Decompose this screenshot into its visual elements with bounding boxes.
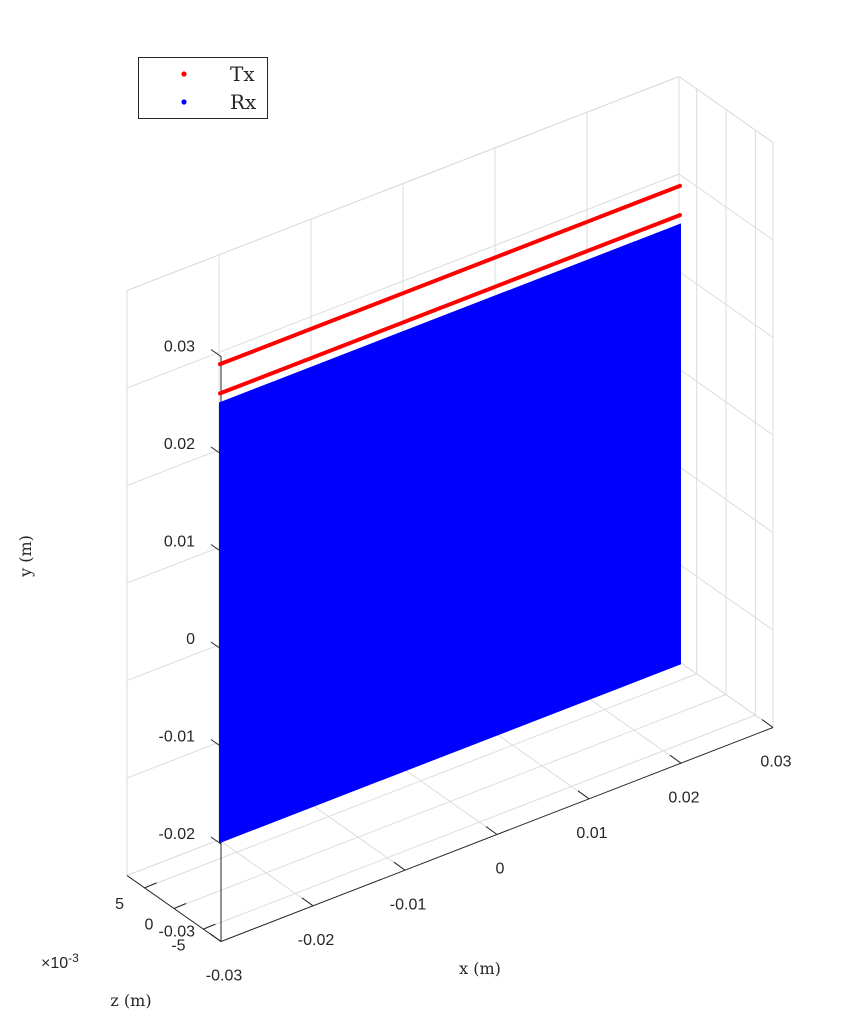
box-edge-back-top xyxy=(126,76,680,291)
x-tick-5 xyxy=(669,754,682,764)
z-tick-1 xyxy=(173,903,187,909)
legend-marker-tx xyxy=(181,71,187,77)
x-tick-2 xyxy=(393,861,406,871)
z-tick-0 xyxy=(203,923,216,930)
x-tick-3 xyxy=(485,826,498,835)
x-tick-label: 0.01 xyxy=(576,825,607,842)
gridline-floor-z-2 xyxy=(144,673,697,889)
y-tick-label: 0.02 xyxy=(164,436,195,453)
z-tick-2 xyxy=(144,882,157,889)
legend-box xyxy=(138,57,268,119)
legend: Tx Rx xyxy=(138,57,268,119)
tick-labels: -0.03 -0.02 -0.01 0 0.01 0.02 0.03 -0.03 -0.02 -0… xyxy=(115,339,792,985)
z-tick-label: 5 xyxy=(115,896,124,913)
y-tick-label: -0.01 xyxy=(159,729,196,746)
data-layer xyxy=(218,183,682,844)
z-tick-label: -5 xyxy=(171,937,185,954)
x-tick-label: -0.03 xyxy=(206,968,243,985)
x-axis-label: x (m) xyxy=(459,959,501,978)
legend-marker-rx xyxy=(181,99,187,105)
x-tick-4 xyxy=(577,790,590,800)
z-tick-label: 0 xyxy=(145,917,154,934)
y-tick-label: 0.01 xyxy=(164,534,195,551)
y-tick-label: -0.03 xyxy=(159,924,196,941)
x-tick-label: -0.02 xyxy=(298,932,335,949)
legend-label-tx: Tx xyxy=(230,62,255,86)
rx-plane xyxy=(219,223,681,844)
gridline-back-y-5 xyxy=(126,173,680,389)
gridline-floor-z-1 xyxy=(173,694,727,909)
y-tick-label: 0 xyxy=(186,631,195,648)
tx-line-upper xyxy=(218,183,682,367)
x-tick-label: -0.01 xyxy=(390,896,427,913)
y-tick-label: -0.02 xyxy=(159,826,196,843)
z-exponent-base: ×10 xyxy=(41,955,68,972)
y-tick-label: 0.03 xyxy=(164,339,195,356)
x-tick-label: 0.03 xyxy=(760,754,791,771)
x-tick-6 xyxy=(761,719,774,728)
y-tick-6 xyxy=(210,349,222,357)
x-tick-label: 0.02 xyxy=(668,789,699,806)
z-exponent-label: ×10-3 xyxy=(41,951,79,972)
z-exponent-power: -3 xyxy=(68,951,79,965)
z-axis-label: z (m) xyxy=(110,991,151,1010)
x-tick-1 xyxy=(301,897,314,907)
gridline-floor-z-0 xyxy=(203,714,756,930)
legend-label-rx: Rx xyxy=(230,90,257,114)
box-edge-top-right xyxy=(678,76,774,143)
tx-line-lower xyxy=(218,213,682,396)
x-tick-0 xyxy=(209,933,222,942)
y-axis-label: y (m) xyxy=(16,535,35,578)
x-tick-label: 0 xyxy=(496,861,505,878)
